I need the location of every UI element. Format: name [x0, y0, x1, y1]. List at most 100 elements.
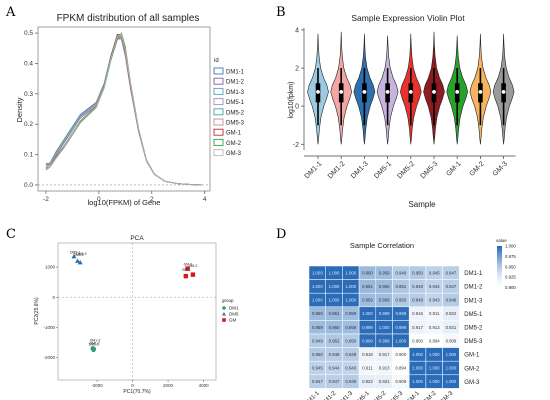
heatmap-cell-value: 1.000	[412, 352, 423, 357]
heatmap-row-label-gm-2: GM-2	[464, 366, 480, 372]
heatmap-cell-value: 0.961	[362, 284, 373, 289]
density-title: FPKM distribution of all samples	[57, 13, 200, 24]
heatmap-legend-gradient-step	[497, 283, 502, 286]
heatmap-cell-value: 0.916	[362, 352, 373, 357]
density-line-dm5-2	[45, 34, 203, 186]
density-legend-label-dm1-1: DM1-1	[226, 70, 245, 76]
heatmap-legend-gradient-step	[497, 254, 502, 258]
heatmap-row-label-dm5-2: DM5-2	[464, 326, 483, 332]
heatmap-legend-title: value	[496, 238, 507, 243]
density-legend-title: id	[214, 58, 219, 64]
violin-median-dot-dm1-3	[362, 89, 367, 94]
density-x-tick-label: 4	[203, 196, 207, 203]
density-legend-label-dm5-1: DM5-1	[226, 100, 245, 106]
heatmap-row-label-gm-3: GM-3	[464, 380, 480, 386]
heatmap-cell-value: 0.945	[429, 270, 440, 275]
violin-x-tick-label-dm5-2: DM5-2	[396, 160, 416, 180]
density-legend-label-dm1-2: DM1-2	[226, 80, 245, 86]
density-legend-swatch-dm5-1	[213, 98, 224, 106]
pca-x-tick-label: -2000	[91, 383, 103, 388]
heatmap-cell-value: 0.959	[345, 311, 356, 316]
heatmap-cell-value: 0.922	[446, 311, 457, 316]
heatmap-row-label-dm1-1: DM1-1	[464, 271, 483, 277]
pca-point-label-dm5-1: DM5-1	[70, 251, 80, 255]
heatmap-cell-value: 0.943	[345, 366, 356, 371]
heatmap-cell-value: 0.959	[379, 298, 390, 303]
pca-y-label: PC2(25.6%)	[34, 297, 40, 325]
violin-x-tick-label-dm1-3: DM1-3	[350, 160, 370, 180]
density-legend-swatch-dm5-2	[213, 108, 224, 116]
violin-y-tick-label: -2	[293, 142, 299, 149]
heatmap-cell-value: 0.959	[362, 298, 373, 303]
violin-x-tick-label-dm1-1: DM1-1	[304, 160, 324, 180]
density-legend-swatch-dm1-1	[213, 67, 224, 75]
heatmap-legend-gradient-step	[497, 265, 502, 269]
pca-legend-label-dm5: DM5	[229, 312, 239, 317]
density-legend-swatch-gm-2	[213, 138, 224, 146]
heatmap-cell-value: 1.000	[329, 284, 340, 289]
heatmap-cell-value: 0.909	[446, 338, 457, 343]
heatmap-row-label-dm1-2: DM1-2	[464, 285, 483, 291]
density-y-tick-label: 0.3	[24, 91, 33, 98]
heatmap-cell-value: 0.947	[446, 284, 457, 289]
heatmap-cell-value: 1.000	[329, 298, 340, 303]
heatmap-cell-value: 0.959	[379, 270, 390, 275]
heatmap-cell-value: 0.947	[312, 379, 323, 384]
heatmap-legend-gradient-step	[497, 257, 502, 260]
pca-y-tick-label: -2000	[43, 355, 55, 360]
density-chart: FPKM distribution of all samples log10(F…	[15, 13, 245, 207]
violin-y-tick-label: 0	[295, 104, 299, 111]
violin-x-tick-label-dm5-1: DM5-1	[373, 160, 393, 180]
heatmap-cell-value: 1.000	[345, 270, 356, 275]
heatmap-cell-value: 0.913	[379, 366, 390, 371]
heatmap-col-label-dm1-3: DM1-3	[337, 390, 354, 400]
density-legend-label-gm-1: GM-1	[226, 131, 242, 137]
heatmap-title: Sample Correlation	[350, 241, 414, 250]
heatmap-cell-value: 0.952	[395, 284, 406, 289]
pca-plot-frame	[57, 242, 217, 381]
pca-point-dm5	[77, 259, 83, 265]
heatmap-cell-value: 0.999	[362, 338, 373, 343]
heatmap-cell-value: 0.960	[329, 325, 340, 330]
density-y-tick-label: 0.4	[24, 60, 33, 67]
heatmap-cell-value: 0.999	[395, 311, 406, 316]
density-plot-frame	[37, 26, 211, 192]
heatmap-cell-value: 1.000	[379, 325, 390, 330]
heatmap-cell-value: 0.959	[312, 325, 323, 330]
pca-point-label-dm5-2: DM5-2	[74, 253, 84, 257]
pca-point-label-gm-3: GM-3	[184, 263, 193, 267]
density-line-dm1-2	[45, 37, 203, 186]
pca-point-gm	[185, 266, 190, 271]
density-legend-swatch-dm1-2	[213, 77, 224, 85]
heatmap-cell-value: 1.000	[429, 379, 440, 384]
heatmap-cell-value: 1.000	[412, 366, 423, 371]
pca-point-label-gm-1: GM-1	[182, 268, 191, 272]
pca-point-label-dm1-3: DM1-3	[90, 339, 100, 343]
heatmap-cell-value: 0.894	[429, 338, 440, 343]
heatmap-cell-value: 0.950	[345, 338, 356, 343]
heatmap-cell-value: 0.959	[345, 325, 356, 330]
pca-x-label: PC1(70.7%)	[123, 389, 151, 395]
heatmap-cell-value: 0.949	[345, 379, 356, 384]
heatmap-row-label-gm-1: GM-1	[464, 353, 480, 359]
violin-median-dot-dm1-2	[339, 89, 344, 94]
violin-x-tick-label-gm-1: GM-1	[445, 160, 462, 177]
pca-title: PCA	[130, 235, 144, 242]
density-line-dm5-3	[45, 35, 203, 186]
density-legend-label-gm-2: GM-2	[226, 141, 242, 147]
pca-point-dm5	[75, 258, 81, 263]
heatmap-cell-value: 0.894	[395, 366, 406, 371]
heatmap-col-label-dm5-2: DM5-2	[371, 390, 388, 400]
heatmap-legend-tick-label: 0.950	[505, 264, 516, 269]
heatmap-cell-value: 1.000	[312, 270, 323, 275]
heatmap-cell-value: 0.943	[429, 298, 440, 303]
heatmap-cell-value: 0.960	[379, 284, 390, 289]
heatmap-legend-gradient-step	[497, 248, 502, 251]
heatmap-legend-gradient-step	[497, 276, 502, 280]
heatmap-cell-value: 0.949	[395, 270, 406, 275]
violin-y-label: log10(fpkm)	[288, 82, 295, 119]
density-y-tick-label: 0.0	[24, 182, 33, 189]
pca-point-label-dm1-1: DM1-1	[89, 342, 99, 346]
pca-legend-marker-gm	[222, 318, 226, 322]
heatmap-cell-value: 1.000	[345, 284, 356, 289]
